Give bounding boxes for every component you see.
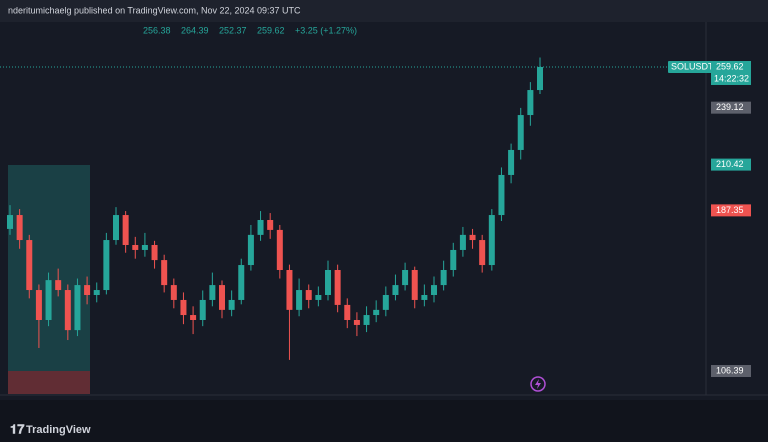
candle-body (16, 215, 23, 241)
candle-body (190, 315, 197, 320)
price-label: 239.12 (716, 102, 744, 112)
candle-body (7, 215, 13, 229)
candle-body (450, 249, 457, 270)
candle-body (498, 174, 505, 216)
alert-icon-bolt (535, 379, 541, 389)
candle-body (199, 299, 206, 320)
candle-body (170, 285, 177, 300)
candle-body (55, 280, 62, 291)
candle-body (315, 295, 322, 300)
candle-body (228, 299, 235, 310)
header-change: +3.25 (+1.27%) (295, 25, 357, 35)
candle-body (74, 285, 81, 331)
header-value: 264.39 (181, 25, 209, 35)
header-value: 252.37 (219, 25, 247, 35)
candle-body (325, 270, 331, 295)
candle-body (296, 290, 303, 310)
candle-body (64, 290, 71, 331)
candle-body (26, 240, 33, 291)
candle-body (382, 295, 389, 310)
candle-body (257, 220, 264, 235)
candle-body (392, 285, 399, 295)
candle-body (276, 229, 283, 270)
candle-body (334, 270, 341, 305)
candle-body (180, 299, 187, 316)
candle-body (35, 290, 42, 320)
candle-body (209, 285, 216, 300)
header-value: 256.38 (143, 25, 171, 35)
candle-body (440, 270, 447, 286)
price-label-bg (711, 204, 751, 217)
price-label-bg (711, 365, 751, 378)
countdown: 14:22:32 (714, 73, 749, 83)
price-label-bg (711, 101, 751, 114)
candle-body (113, 215, 119, 241)
symbol: SOLUSDT (671, 61, 714, 71)
candle-body (517, 115, 524, 150)
price-label: 210.42 (716, 159, 744, 169)
candle-body (402, 270, 409, 286)
candle-body (84, 285, 91, 295)
candle-body (431, 285, 437, 295)
candle-body (344, 304, 351, 320)
candle-body (353, 320, 360, 325)
candle-body (373, 309, 380, 316)
candle-body (527, 90, 534, 116)
candle-body (141, 245, 148, 250)
candle-body (508, 149, 515, 175)
candle-body (132, 245, 139, 250)
price-label: 187.35 (716, 205, 744, 215)
candle-body (305, 290, 312, 300)
candle-body (286, 270, 293, 310)
candle-body (459, 234, 466, 250)
candle-body (103, 240, 110, 291)
profit-zone (8, 165, 90, 371)
brand: TradingView (26, 424, 91, 436)
price-label: 259.62 (716, 61, 744, 71)
candle-body (151, 245, 158, 261)
alert-icon[interactable] (530, 376, 546, 392)
candle-body (122, 215, 129, 245)
candle-body (363, 315, 370, 325)
price-label-bg (711, 60, 751, 85)
candle-body (238, 265, 245, 300)
published-text: nderitumichaelg published on TradingView… (8, 5, 301, 15)
loss-zone (8, 371, 90, 394)
candle-body (45, 280, 52, 320)
candle-body (537, 66, 543, 91)
candle-body (93, 290, 100, 295)
candle-body (247, 234, 254, 266)
brand-icon: 𝟏𝟕 (10, 421, 25, 436)
candle-body (469, 234, 476, 241)
symbol-tag (668, 60, 712, 73)
candle-body (161, 260, 168, 286)
footer (0, 400, 768, 442)
candle-body (479, 240, 486, 266)
price-label-bg (711, 158, 751, 171)
candle-body (267, 220, 274, 230)
candle-body (219, 285, 225, 310)
candle-body (421, 295, 428, 300)
header-value: 259.62 (257, 25, 285, 35)
price-label: 106.39 (716, 365, 744, 375)
top-bar (0, 0, 768, 22)
candle-body (488, 215, 495, 266)
candle-body (411, 270, 418, 300)
